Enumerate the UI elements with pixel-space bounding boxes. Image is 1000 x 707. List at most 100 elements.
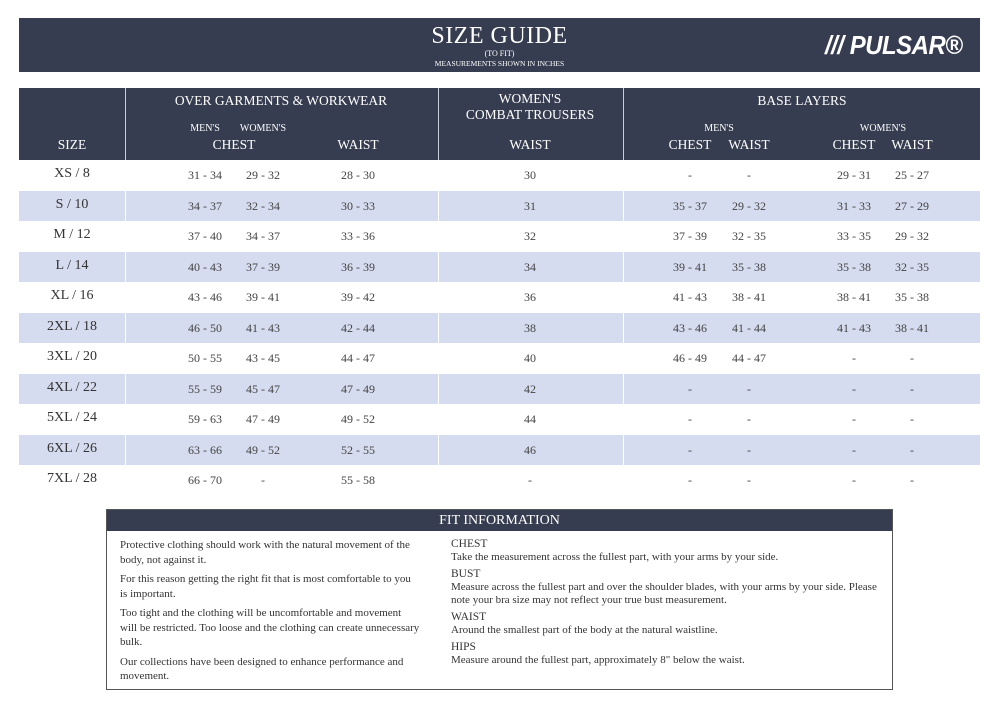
table-row: 6XL / 26 63 - 66 49 - 52 52 - 55 46 - - - - <box>19 434 980 465</box>
cell-size: L / 14 <box>55 257 89 273</box>
cell-over-womens-chest: 37 - 39 <box>246 259 280 274</box>
column-divider <box>623 312 624 343</box>
header-over-mens: MEN'S <box>190 123 220 134</box>
cell-base-womens-chest: - <box>852 351 856 365</box>
cell-base-womens-chest: - <box>852 381 856 396</box>
cell-base-mens-chest: - <box>688 168 692 182</box>
column-divider <box>438 434 439 465</box>
fit-intro: Protective clothing should work with the… <box>120 538 420 689</box>
header-base-layers: BASE LAYERS <box>757 93 847 108</box>
table-row: 5XL / 24 59 - 63 47 - 49 49 - 52 44 - - - - <box>19 404 980 435</box>
cell-base-mens-waist: 41 - 44 <box>732 320 766 335</box>
cell-base-mens-chest: - <box>688 442 692 457</box>
cell-base-womens-waist: 25 - 27 <box>895 168 929 182</box>
column-divider <box>125 434 126 465</box>
table-row: XS / 8 31 - 34 29 - 32 28 - 30 30 - - 29 - 31 25… <box>19 160 980 191</box>
cell-base-mens-waist: - <box>747 473 751 487</box>
cell-base-mens-waist: 29 - 32 <box>732 198 766 213</box>
cell-over-waist: 52 - 55 <box>341 442 375 457</box>
cell-over-womens-chest: 39 - 41 <box>246 290 280 304</box>
definition-chest: CHEST Take the measurement across the ful… <box>451 538 779 563</box>
cell-over-mens-chest: 50 - 55 <box>188 351 222 365</box>
cell-over-waist: 42 - 44 <box>341 320 375 335</box>
subtitle: (TO FIT) <box>484 49 515 58</box>
header-over-womens: WOMEN'S <box>239 123 287 134</box>
cell-over-waist: 44 - 47 <box>341 351 375 365</box>
cell-over-mens-chest: 40 - 43 <box>188 259 222 274</box>
cell-base-womens-chest: - <box>852 442 856 457</box>
cell-base-mens-waist: - <box>747 412 751 426</box>
cell-over-mens-chest: 63 - 66 <box>188 442 222 457</box>
cell-base-womens-chest: 41 - 43 <box>837 320 871 335</box>
cell-base-mens-waist: - <box>747 442 751 457</box>
cell-size: S / 10 <box>55 196 89 212</box>
header-size: SIZE <box>57 137 87 152</box>
cell-over-womens-chest: 29 - 32 <box>246 168 280 182</box>
cell-over-mens-chest: 43 - 46 <box>188 290 222 304</box>
cell-base-mens-waist: - <box>747 381 751 396</box>
cell-base-mens-waist: 32 - 35 <box>732 229 766 243</box>
column-divider <box>125 373 126 404</box>
cell-base-womens-chest: - <box>852 473 856 487</box>
cell-base-womens-waist: 29 - 32 <box>895 229 929 243</box>
cell-base-mens-chest: - <box>688 473 692 487</box>
size-table-body: XS / 8 31 - 34 29 - 32 28 - 30 30 - - 29 - 31 25… <box>19 160 980 496</box>
column-divider <box>438 312 439 343</box>
cell-base-womens-waist: - <box>910 412 914 426</box>
cell-size: 3XL / 20 <box>46 349 98 364</box>
cell-combat-waist: 31 <box>524 198 536 213</box>
cell-over-mens-chest: 31 - 34 <box>188 168 222 182</box>
cell-base-womens-waist: - <box>910 351 914 365</box>
cell-over-waist: 49 - 52 <box>341 412 375 426</box>
cell-over-mens-chest: 37 - 40 <box>188 229 222 243</box>
header-over-waist: WAIST <box>337 137 379 152</box>
cell-combat-waist: - <box>528 473 532 487</box>
cell-base-womens-waist: 38 - 41 <box>895 320 929 335</box>
table-header: SIZE OVER GARMENTS & WORKWEAR MEN'S WOME… <box>19 88 980 160</box>
cell-size: XL / 16 <box>50 288 94 303</box>
cell-over-womens-chest: 47 - 49 <box>246 412 280 426</box>
column-divider <box>438 251 439 282</box>
cell-size: 5XL / 24 <box>46 410 98 425</box>
cell-over-mens-chest: 66 - 70 <box>188 473 222 487</box>
cell-size: XS / 8 <box>54 166 90 181</box>
cell-base-mens-chest: 46 - 49 <box>673 351 707 365</box>
cell-base-womens-waist: - <box>910 381 914 396</box>
cell-combat-waist: 36 <box>524 290 536 304</box>
column-divider <box>623 373 624 404</box>
cell-over-waist: 30 - 33 <box>341 198 375 213</box>
cell-base-mens-chest: - <box>688 381 692 396</box>
header-base-womens-chest: CHEST <box>832 137 876 152</box>
cell-base-womens-waist: - <box>910 442 914 457</box>
measurement-definitions: CHEST Take the measurement across the ful… <box>451 538 891 671</box>
header-combat-waist: WAIST <box>509 137 551 152</box>
cell-over-mens-chest: 55 - 59 <box>188 381 222 396</box>
cell-base-womens-waist: 32 - 35 <box>895 259 929 274</box>
fit-paragraph: Too tight and the clothing will be uncom… <box>120 607 420 648</box>
cell-base-womens-chest: 33 - 35 <box>837 229 871 243</box>
cell-base-mens-chest: 35 - 37 <box>673 198 707 213</box>
units-note: MEASUREMENTS SHOWN IN INCHES <box>434 59 565 68</box>
header-base-mens-waist: WAIST <box>728 137 770 152</box>
cell-base-mens-chest: - <box>688 412 692 426</box>
table-row: 3XL / 20 50 - 55 43 - 45 44 - 47 40 46 - 49 44… <box>19 343 980 374</box>
header-over-chest: CHEST <box>212 137 256 152</box>
cell-over-womens-chest: 43 - 45 <box>246 351 280 365</box>
cell-over-waist: 28 - 30 <box>341 168 375 182</box>
fit-information-box: FIT INFORMATION Protective clothing shou… <box>106 509 893 690</box>
fit-paragraph: For this reason getting the right fit th… <box>120 573 411 600</box>
cell-base-mens-waist: 35 - 38 <box>732 259 766 274</box>
column-divider <box>438 190 439 221</box>
column-divider <box>623 434 624 465</box>
header-combat-2: COMBAT TROUSERS <box>465 107 595 122</box>
pulsar-logo: /// PULSAR® <box>824 30 963 60</box>
title-banner: SIZE GUIDE (TO FIT) MEASUREMENTS SHOWN I… <box>19 18 980 72</box>
cell-base-mens-waist: - <box>747 168 751 182</box>
table-row: L / 14 40 - 43 37 - 39 36 - 39 34 39 - 41 35 -… <box>19 251 980 282</box>
cell-combat-waist: 32 <box>524 229 536 243</box>
cell-over-mens-chest: 59 - 63 <box>188 412 222 426</box>
cell-base-mens-chest: 39 - 41 <box>673 259 707 274</box>
cell-base-womens-chest: 29 - 31 <box>837 168 871 182</box>
header-base-womens: WOMEN'S <box>859 123 907 134</box>
cell-base-womens-chest: 31 - 33 <box>837 198 871 213</box>
